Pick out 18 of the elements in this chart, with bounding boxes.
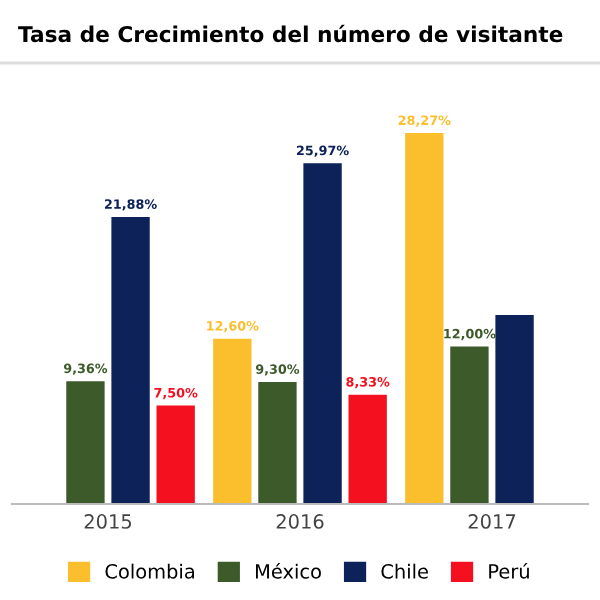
bar: [213, 338, 252, 504]
bar: [303, 163, 342, 504]
chart-title: Tasa de Crecimiento del número de visitante: [18, 24, 563, 43]
bar: [348, 394, 387, 504]
legend-label: México: [255, 562, 321, 579]
bar: [495, 315, 534, 504]
bar: [111, 216, 150, 504]
x-tick-label: 2017: [468, 514, 516, 529]
legend-label: Colombia: [105, 563, 194, 579]
bar: [66, 381, 105, 504]
x-tick-label: 2016: [276, 514, 324, 529]
bar: [258, 381, 297, 504]
bar: [405, 133, 444, 504]
x-tick-label: 2015: [84, 514, 132, 529]
legend-label: Perú: [489, 562, 529, 579]
bar: [450, 346, 489, 504]
bar: [156, 405, 195, 504]
legend-label: Chile: [381, 563, 428, 579]
